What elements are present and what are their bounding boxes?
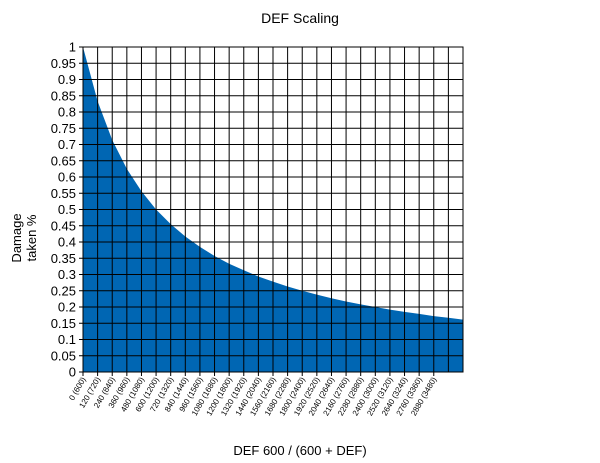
x-axis-title: DEF 600 / (600 + DEF): [233, 443, 366, 458]
chart-title: DEF Scaling: [261, 10, 339, 26]
y-tick-label: 0.8: [58, 105, 76, 120]
y-tick-label: 0.6: [58, 170, 76, 185]
y-tick-label: 1: [69, 40, 76, 55]
y-tick-label: 0: [69, 365, 76, 380]
y-axis-title-line-1: Damage: [9, 213, 24, 262]
plot-area: 0 0.050.10.150.2 0.250.30.350.4 0.450.50.55…: [51, 40, 464, 417]
y-tick-label: 0.15: [51, 316, 76, 331]
y-tick-label: 0.85: [51, 88, 76, 103]
y-tick-label: 0.3: [58, 267, 76, 282]
y-axis-title: Damage taken %: [9, 213, 39, 262]
y-tick-label: 0.4: [58, 235, 76, 250]
y-tick-label: 0.95: [51, 56, 76, 71]
y-tick-label: 0.55: [51, 186, 76, 201]
y-tick-label: 0.5: [58, 202, 76, 217]
y-tick-label: 0.75: [51, 121, 76, 136]
y-axis-title-line-2: taken %: [24, 214, 39, 261]
y-tick-label: 0.2: [58, 300, 76, 315]
y-tick-label: 0.05: [51, 348, 76, 363]
y-tick-label: 0.65: [51, 153, 76, 168]
y-tick-label: 0.25: [51, 283, 76, 298]
y-tick-label: 0.1: [58, 332, 76, 347]
y-tick-label: 0.45: [51, 218, 76, 233]
y-tick-label: 0.35: [51, 251, 76, 266]
y-tick-label: 0.7: [58, 137, 76, 152]
plot-border: [82, 46, 464, 373]
y-tick-label: 0.9: [58, 72, 76, 87]
